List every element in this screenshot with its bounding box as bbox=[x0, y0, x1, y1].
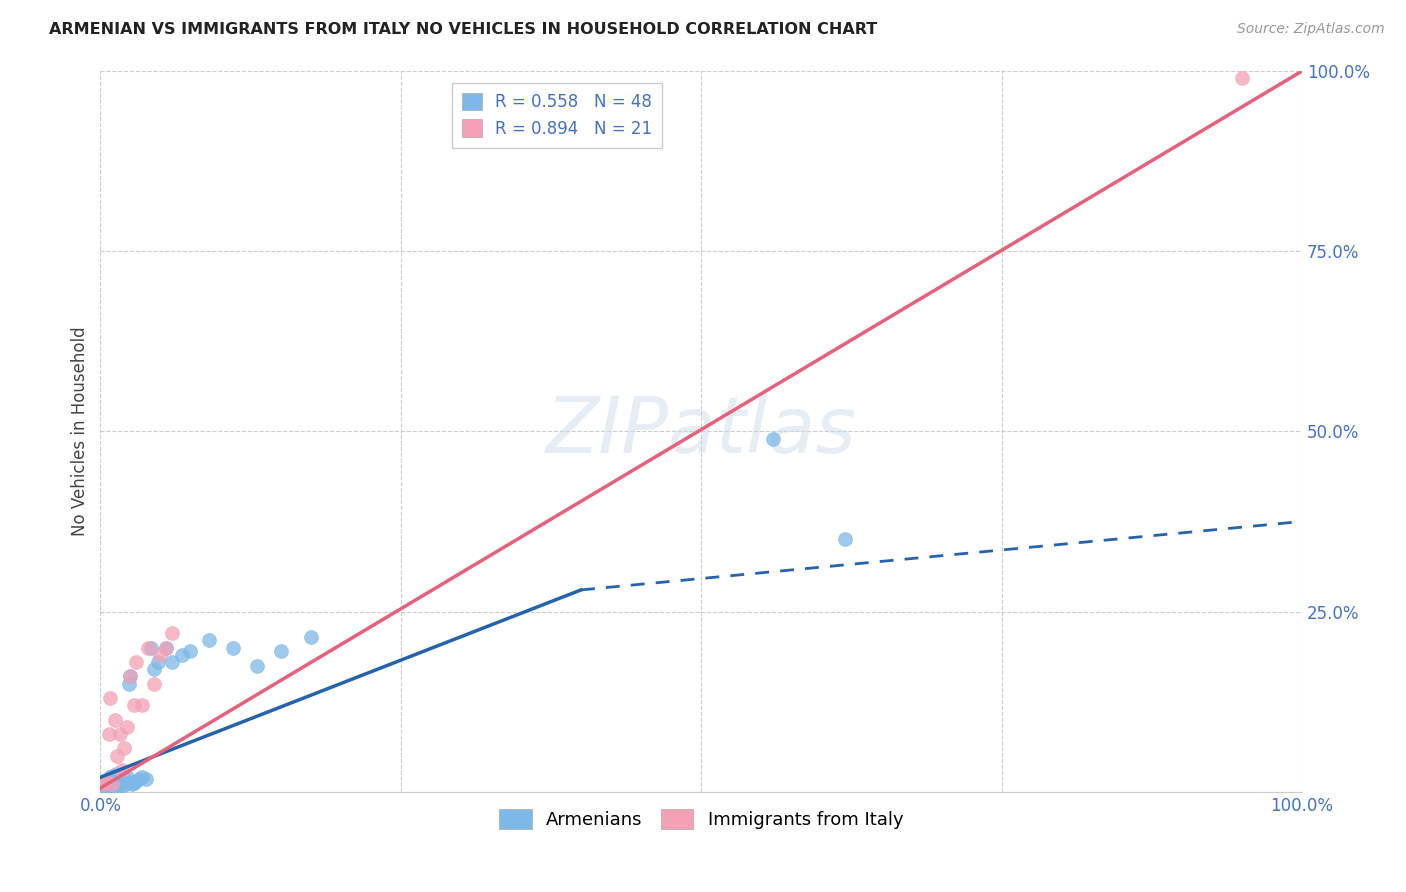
Y-axis label: No Vehicles in Household: No Vehicles in Household bbox=[72, 326, 89, 536]
Point bbox=[112, 741, 135, 756]
Point bbox=[115, 770, 138, 784]
Point bbox=[135, 772, 157, 786]
Point bbox=[143, 676, 166, 690]
Point bbox=[118, 676, 141, 690]
Point bbox=[103, 779, 125, 793]
Point bbox=[155, 640, 177, 655]
Point bbox=[1230, 71, 1253, 86]
Point bbox=[100, 777, 122, 791]
Point bbox=[96, 777, 118, 791]
Point bbox=[128, 772, 150, 786]
Point bbox=[197, 633, 219, 648]
Point bbox=[149, 648, 172, 662]
Point bbox=[112, 769, 135, 783]
Point bbox=[97, 776, 120, 790]
Point bbox=[104, 766, 127, 780]
Point bbox=[98, 691, 121, 706]
Point bbox=[110, 772, 132, 786]
Point bbox=[122, 776, 145, 790]
Point bbox=[96, 773, 118, 788]
Point bbox=[105, 781, 128, 796]
Point bbox=[101, 773, 124, 788]
Point bbox=[107, 770, 129, 784]
Point bbox=[221, 640, 243, 655]
Point bbox=[162, 626, 184, 640]
Point bbox=[179, 644, 201, 658]
Point bbox=[96, 773, 118, 788]
Point bbox=[97, 772, 120, 786]
Point bbox=[762, 432, 785, 446]
Point bbox=[143, 662, 166, 676]
Point bbox=[111, 779, 134, 793]
Point bbox=[125, 773, 148, 788]
Point bbox=[107, 777, 129, 791]
Legend: R = 0.558   N = 48, R = 0.894   N = 21: R = 0.558 N = 48, R = 0.894 N = 21 bbox=[451, 83, 662, 148]
Point bbox=[114, 777, 136, 791]
Point bbox=[94, 779, 117, 793]
Point bbox=[97, 779, 120, 793]
Point bbox=[120, 669, 142, 683]
Point bbox=[162, 655, 184, 669]
Text: ARMENIAN VS IMMIGRANTS FROM ITALY NO VEHICLES IN HOUSEHOLD CORRELATION CHART: ARMENIAN VS IMMIGRANTS FROM ITALY NO VEH… bbox=[49, 22, 877, 37]
Point bbox=[104, 713, 127, 727]
Point bbox=[131, 698, 153, 713]
Point bbox=[111, 763, 134, 777]
Point bbox=[155, 640, 177, 655]
Text: Source: ZipAtlas.com: Source: ZipAtlas.com bbox=[1237, 22, 1385, 37]
Point bbox=[93, 781, 115, 796]
Point bbox=[97, 727, 120, 741]
Point bbox=[146, 655, 169, 669]
Point bbox=[104, 776, 127, 790]
Point bbox=[270, 644, 292, 658]
Point bbox=[120, 669, 142, 683]
Point bbox=[131, 770, 153, 784]
Point bbox=[115, 720, 138, 734]
Point bbox=[101, 777, 124, 791]
Point bbox=[139, 640, 162, 655]
Point bbox=[112, 773, 135, 788]
Point bbox=[93, 777, 115, 791]
Text: ZIPatlas: ZIPatlas bbox=[546, 393, 856, 469]
Point bbox=[299, 630, 322, 644]
Point bbox=[170, 648, 193, 662]
Point bbox=[104, 772, 127, 786]
Point bbox=[834, 533, 856, 547]
Point bbox=[101, 769, 124, 783]
Point bbox=[98, 770, 121, 784]
Point bbox=[138, 640, 160, 655]
Point bbox=[98, 781, 121, 796]
Point bbox=[108, 727, 131, 741]
Point bbox=[125, 655, 148, 669]
Point bbox=[105, 748, 128, 763]
Point bbox=[245, 658, 267, 673]
Point bbox=[108, 773, 131, 788]
Point bbox=[121, 777, 143, 791]
Point bbox=[122, 698, 145, 713]
